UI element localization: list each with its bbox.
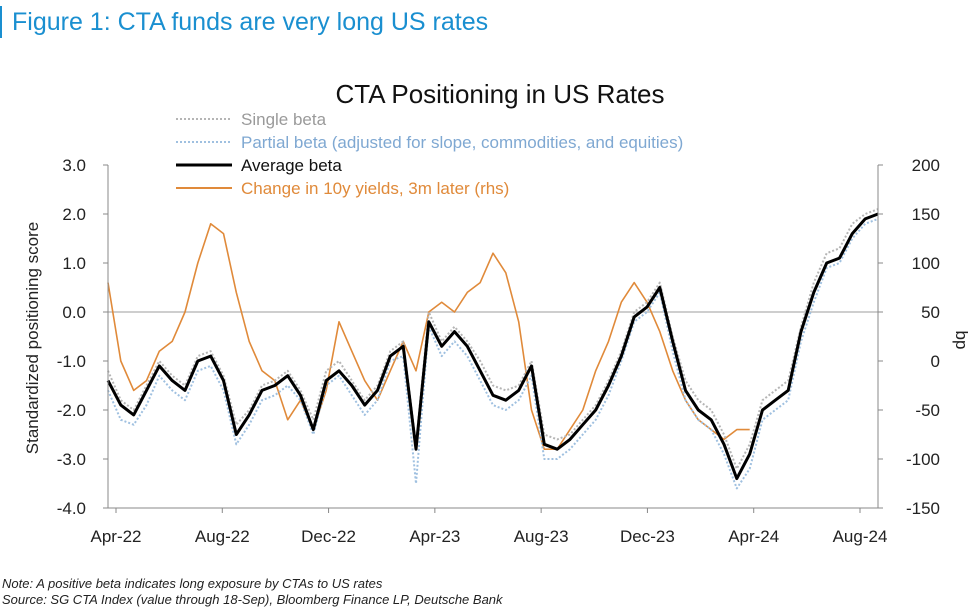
- series-line-average-beta: [106, 212, 879, 481]
- y2-tick-label: 100: [912, 254, 940, 273]
- y2-tick-label: 150: [912, 205, 940, 224]
- x-tick-label: Apr-22: [90, 527, 141, 546]
- series-line-yield-change: [107, 223, 750, 450]
- y-tick-label: -4.0: [57, 499, 86, 518]
- chart-note: Note: A positive beta indicates long exp…: [2, 576, 383, 591]
- x-tick-label: Aug-24: [833, 527, 888, 546]
- x-tick-label: Apr-23: [409, 527, 460, 546]
- x-tick-label: Dec-23: [620, 527, 675, 546]
- y-tick-label: 0.0: [62, 303, 86, 322]
- legend-partial-beta-label: Partial beta (adjusted for slope, commod…: [241, 133, 683, 152]
- y-tick-label: 3.0: [62, 156, 86, 175]
- legend: Single beta Partial beta (adjusted for sl…: [176, 110, 683, 198]
- y-axis-label: Standardized positioning score: [23, 222, 42, 454]
- y-tick-label: -1.0: [57, 352, 86, 371]
- legend-average-beta-label: Average beta: [241, 156, 342, 175]
- x-tick-label: Aug-22: [195, 527, 250, 546]
- chart: CTA Positioning in US Rates 3.0 2.0 1.0 0.0…: [23, 79, 969, 546]
- y-tick-label: -3.0: [57, 450, 86, 469]
- legend-single-beta-label: Single beta: [241, 110, 327, 129]
- x-tick-label: Apr-24: [728, 527, 779, 546]
- series-layer: [106, 208, 879, 490]
- x-tick-label: Dec-22: [301, 527, 356, 546]
- y2-tick-label: -50: [915, 401, 940, 420]
- y2-tick-label: 0: [931, 352, 940, 371]
- y-tick-label: -2.0: [57, 401, 86, 420]
- series-line-single-beta: [107, 208, 879, 470]
- axes: 3.0 2.0 1.0 0.0 -1.0 -2.0 -3.0 -4.0 200 150 100 50 0…: [57, 156, 940, 546]
- y2-tick-label: -150: [906, 499, 940, 518]
- legend-yield-change-label: Change in 10y yields, 3m later (rhs): [241, 179, 509, 198]
- y2-tick-label: 200: [912, 156, 940, 175]
- y2-axis-label: bp: [952, 331, 969, 350]
- y-tick-label: 1.0: [62, 254, 86, 273]
- y-tick-label: 2.0: [62, 205, 86, 224]
- x-tick-label: Aug-23: [514, 527, 569, 546]
- y2-tick-label: 50: [921, 303, 940, 322]
- chart-source: Source: SG CTA Index (value through 18-S…: [2, 592, 503, 607]
- y2-tick-label: -100: [906, 450, 940, 469]
- figure-title: Figure 1: CTA funds are very long US rat…: [0, 6, 488, 38]
- series-line-partial-beta: [107, 217, 879, 490]
- chart-title: CTA Positioning in US Rates: [336, 79, 665, 109]
